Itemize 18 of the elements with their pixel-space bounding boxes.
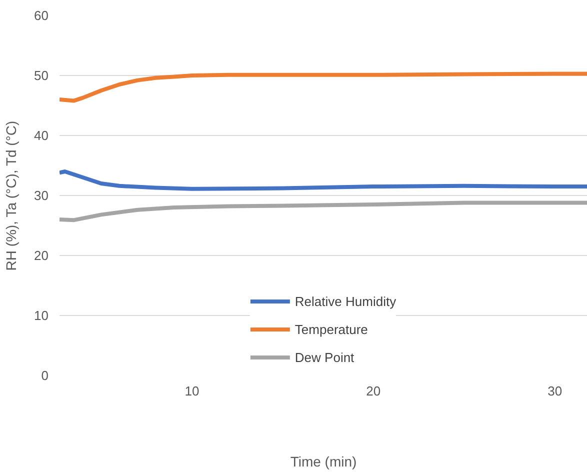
- y-tick-label: 20: [34, 248, 49, 263]
- x-tick-label: 30: [548, 384, 562, 398]
- x-axis-title: Time (min): [290, 454, 357, 470]
- x-tick-label: 10: [184, 384, 200, 398]
- x-tick-label: 20: [366, 384, 381, 398]
- y-tick-label: 0: [41, 368, 49, 383]
- y-tick-label: 10: [34, 308, 49, 323]
- legend-label: Temperature: [294, 322, 368, 336]
- y-tick-label: 40: [34, 128, 49, 143]
- line-series: [60, 200, 587, 222]
- y-tick-label: 50: [34, 68, 49, 83]
- line-series: [60, 72, 587, 103]
- legend-label: Dew Point: [294, 350, 354, 364]
- line-series: [60, 170, 587, 191]
- y-tick-label: 30: [34, 188, 49, 203]
- y-axis-title: RH (%), Ta (°C), Td (°C): [3, 120, 20, 271]
- y-tick-label: 60: [34, 8, 49, 23]
- legend-label: Relative Humidity: [294, 294, 396, 308]
